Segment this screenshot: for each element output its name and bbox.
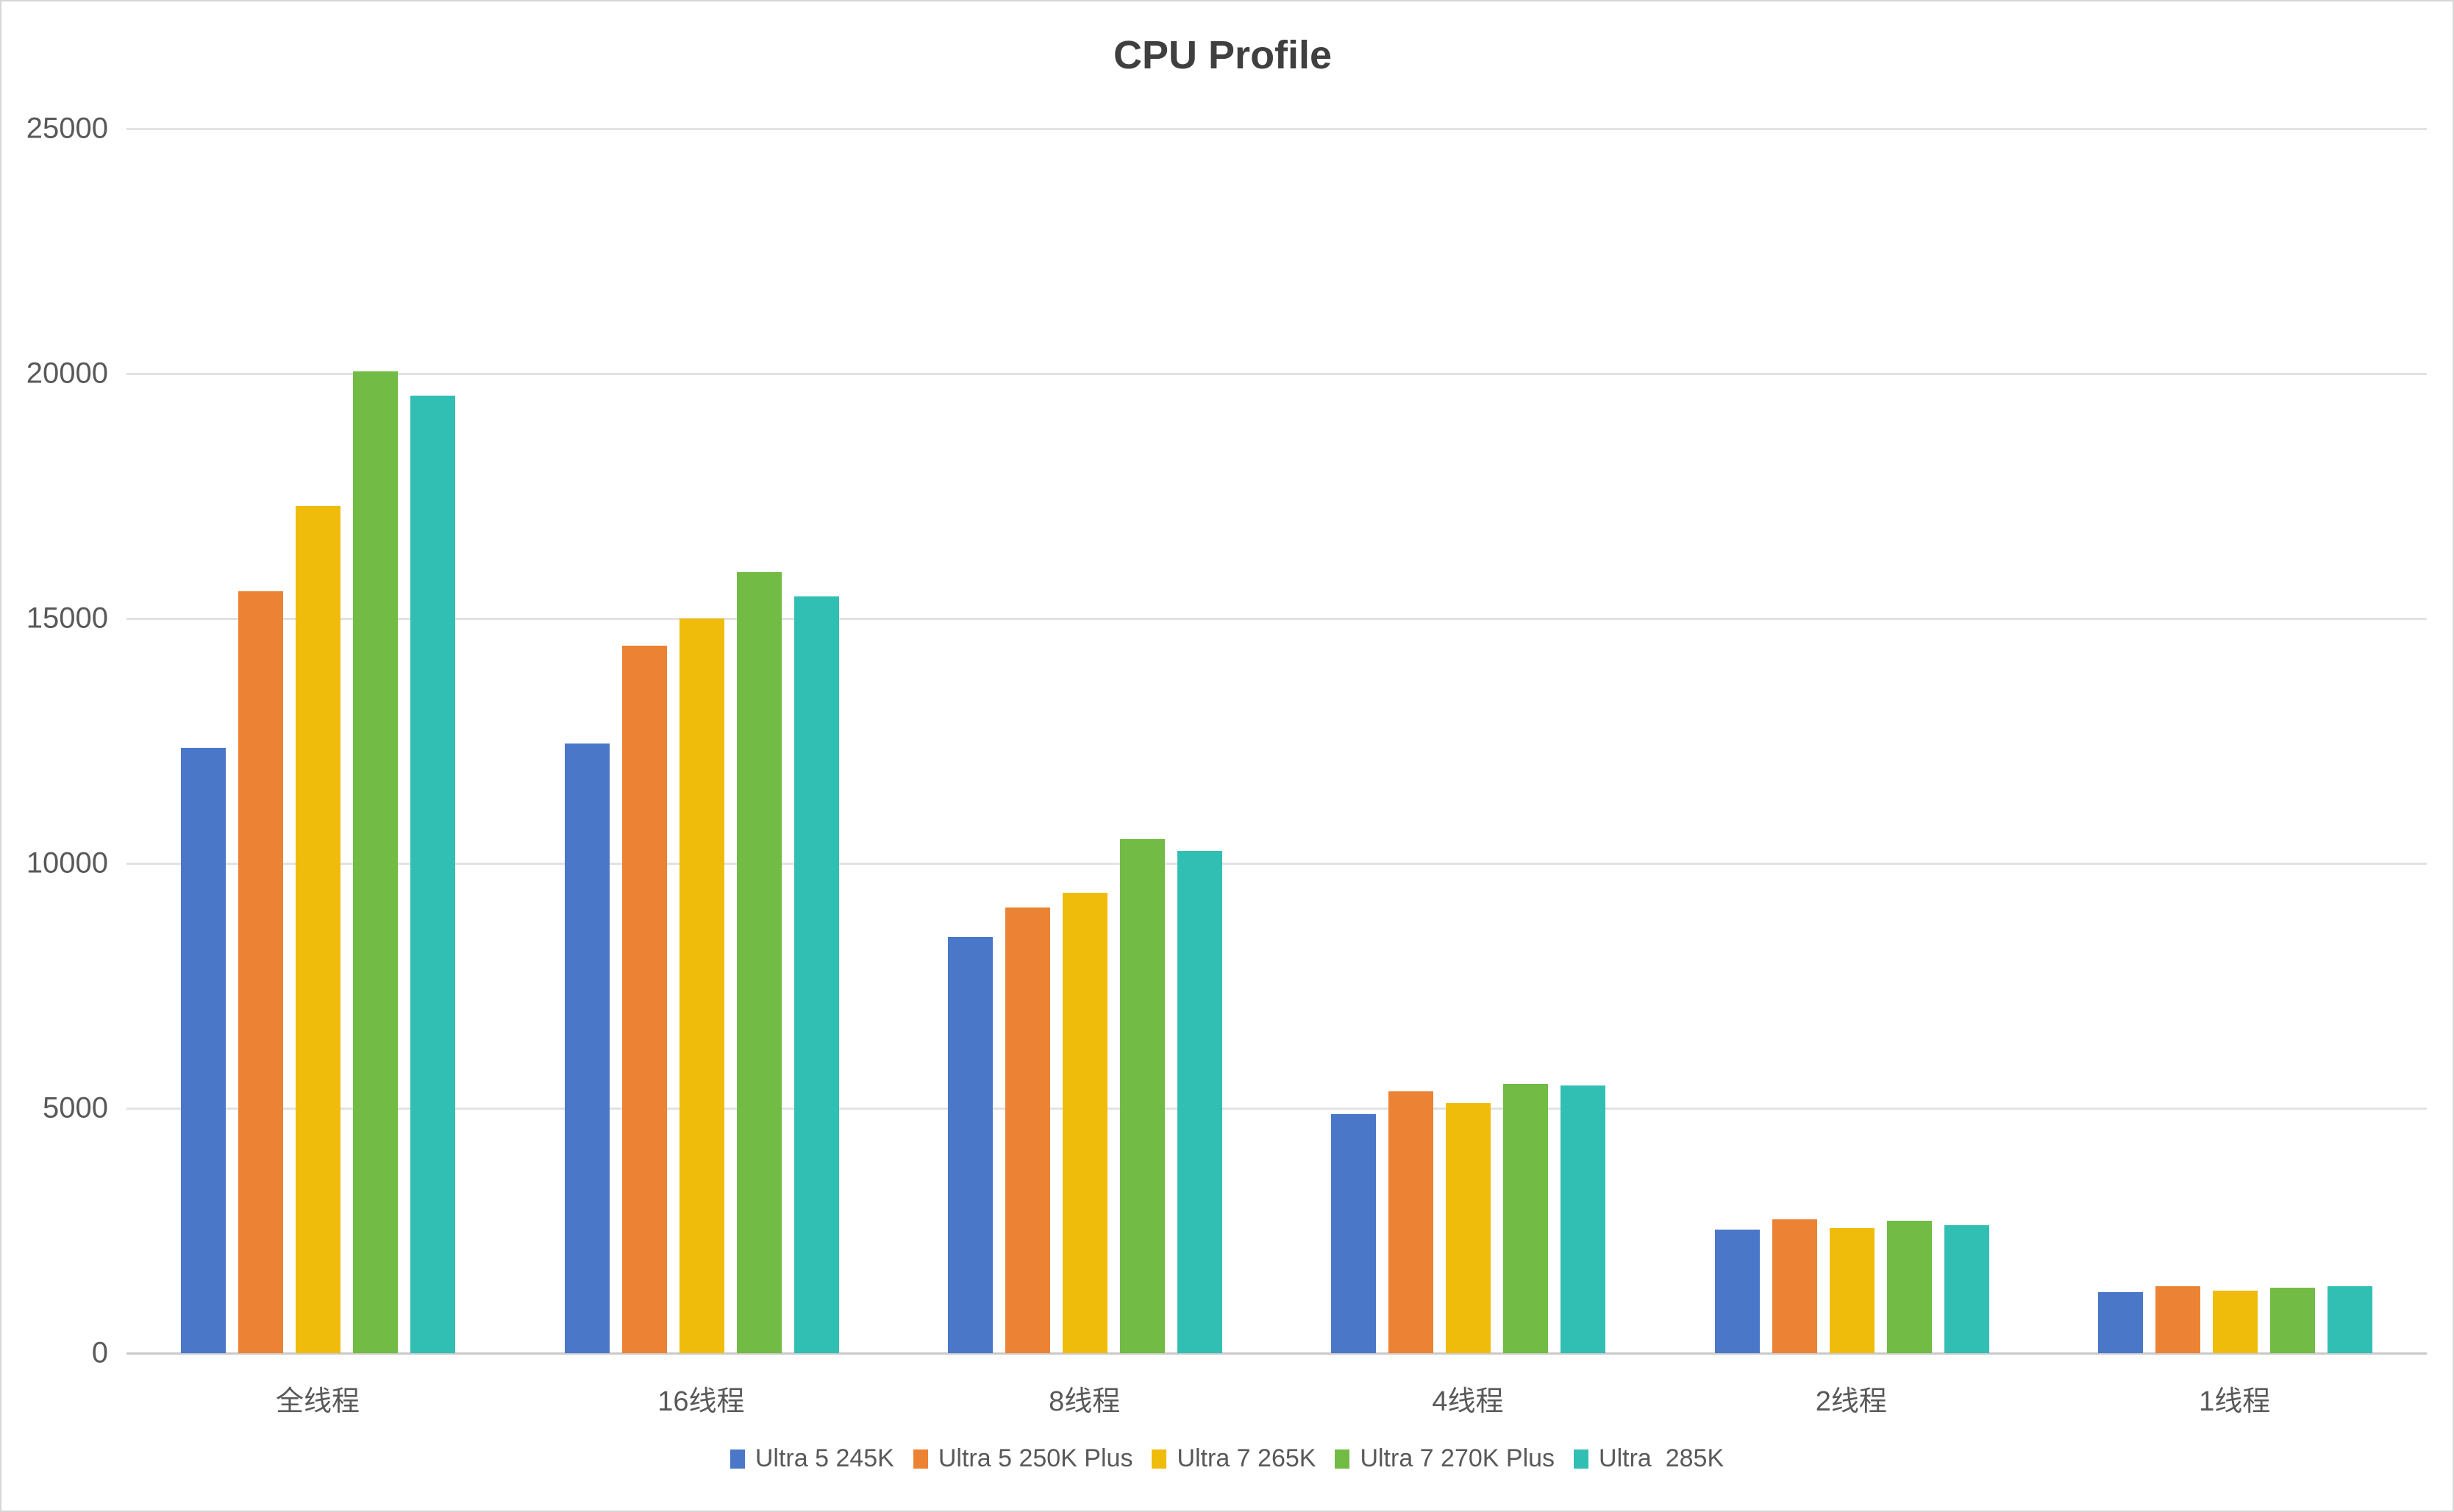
bar (1829, 1227, 1875, 1353)
gridline (126, 127, 2427, 130)
legend-swatch-icon (1574, 1449, 1589, 1469)
gridline (126, 862, 2427, 865)
legend-item: Ultra 7 265K (1152, 1444, 1316, 1473)
y-axis-tick-label: 0 (91, 1336, 108, 1369)
legend-label: Ultra 7 270K Plus (1360, 1444, 1555, 1472)
bar (1714, 1230, 1760, 1353)
bar (2155, 1285, 2200, 1353)
bar (564, 743, 610, 1353)
legend: Ultra 5 245K Ultra 5 250K Plus Ultra 7 265… (1, 1444, 2453, 1473)
bar (410, 395, 456, 1353)
bar (2097, 1291, 2143, 1353)
bar (353, 371, 399, 1353)
legend-item: Ultra 7 270K Plus (1335, 1444, 1555, 1473)
x-axis-category-label: 2线程 (1815, 1386, 1887, 1417)
bar (1177, 851, 1222, 1353)
legend-swatch-icon (1335, 1449, 1350, 1469)
bar (1388, 1091, 1434, 1353)
bar (1503, 1083, 1549, 1353)
bar (1772, 1219, 1817, 1353)
gridline (126, 372, 2427, 375)
legend-item: Ultra 5 250K Plus (913, 1444, 1133, 1473)
bar (296, 505, 341, 1353)
x-axis-category-label: 1线程 (2199, 1386, 2271, 1417)
chart-title: CPU Profile (1113, 33, 1333, 77)
bar (1005, 907, 1050, 1353)
bar (736, 571, 782, 1353)
bar (1886, 1221, 1932, 1353)
bar (2327, 1285, 2372, 1353)
y-axis-tick-label: 20000 (26, 357, 108, 390)
bar (1560, 1085, 1606, 1353)
gridline (126, 617, 2427, 620)
bar (1331, 1113, 1377, 1353)
legend-label: Ultra 5 250K Plus (938, 1444, 1133, 1472)
legend-label: Ultra 5 245K (755, 1444, 894, 1472)
x-axis-line (126, 1352, 2427, 1355)
y-axis-tick-label: 10000 (26, 846, 108, 880)
y-axis-tick-label: 5000 (43, 1091, 108, 1124)
y-axis-tick-label: 15000 (26, 602, 108, 635)
bar (1062, 892, 1107, 1353)
bar (238, 591, 284, 1353)
bar (1119, 838, 1165, 1353)
x-axis-category-label: 4线程 (1432, 1386, 1504, 1417)
x-axis-category-label: 8线程 (1049, 1386, 1121, 1417)
bar (181, 748, 227, 1353)
legend-swatch-icon (730, 1449, 745, 1469)
bar (793, 596, 839, 1353)
bar (679, 618, 724, 1353)
bar (621, 645, 667, 1353)
legend-swatch-icon (913, 1449, 928, 1469)
x-axis-category-label: 16线程 (657, 1386, 745, 1417)
legend-swatch-icon (1152, 1449, 1167, 1469)
bar (1944, 1225, 1989, 1353)
gridline (126, 1107, 2427, 1110)
legend-label: Ultra 7 265K (1177, 1444, 1316, 1472)
legend-label: Ultra 285K (1599, 1444, 1724, 1472)
bar (2269, 1287, 2315, 1353)
y-axis-tick-label: 25000 (26, 112, 108, 145)
bar (947, 936, 993, 1353)
legend-item: Ultra 285K (1574, 1444, 1724, 1473)
legend-item: Ultra 5 245K (730, 1444, 894, 1473)
bar (2212, 1290, 2258, 1353)
bar (1446, 1103, 1491, 1353)
x-axis-category-label: 全线程 (275, 1386, 360, 1417)
